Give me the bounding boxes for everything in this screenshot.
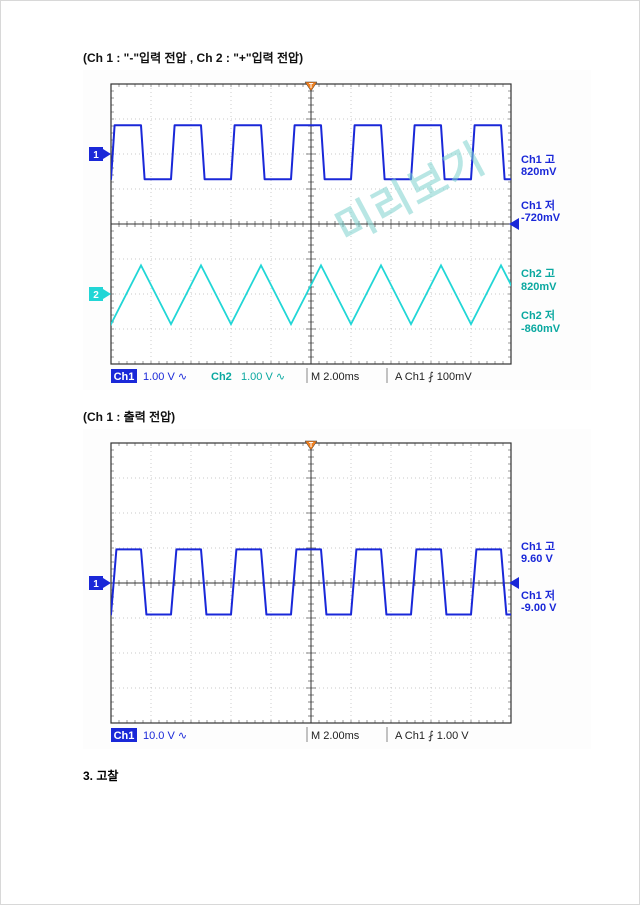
oscilloscope-1-wrap: T 1 2 Ch1 1.00 V ∿ Ch2 1.00 V ∿ M 2.00ms A Ch1 ⨏… [83, 70, 601, 390]
measurement-label: Ch1 저-9.00 V [521, 590, 556, 615]
svg-text:10.0 V ∿: 10.0 V ∿ [143, 730, 187, 742]
measurement-label: Ch1 저-720mV [521, 200, 560, 225]
svg-text:M 2.00ms: M 2.00ms [311, 730, 360, 742]
oscilloscope-chart-1: T 1 2 Ch1 1.00 V ∿ Ch2 1.00 V ∿ M 2.00ms A Ch1 ⨏… [83, 70, 591, 390]
measurement-label: Ch2 고820mV [521, 268, 556, 293]
svg-text:1: 1 [93, 579, 99, 590]
caption-chart2: (Ch 1 : 출력 전압) [83, 408, 601, 425]
svg-text:Ch2: Ch2 [211, 371, 232, 383]
measurement-label: Ch2 저-860mV [521, 310, 560, 335]
svg-text:1: 1 [93, 150, 99, 161]
svg-text:Ch1: Ch1 [114, 730, 135, 742]
svg-text:A Ch1 ⨏ 100mV: A Ch1 ⨏ 100mV [395, 371, 472, 383]
svg-text:1.00 V ∿: 1.00 V ∿ [241, 371, 285, 383]
svg-text:M 2.00ms: M 2.00ms [311, 371, 360, 383]
measurement-label: Ch1 고820mV [521, 154, 556, 179]
svg-text:Ch1: Ch1 [114, 371, 135, 383]
svg-text:1.00 V ∿: 1.00 V ∿ [143, 371, 187, 383]
svg-text:T: T [309, 442, 314, 449]
document-page: (Ch 1 : "-"입력 전압 , Ch 2 : "+"입력 전압) T 1 2 C… [0, 0, 640, 905]
section-heading: 3. 고찰 [83, 767, 601, 784]
svg-text:T: T [309, 83, 314, 90]
svg-text:2: 2 [93, 290, 99, 301]
measurement-label: Ch1 고9.60 V [521, 541, 555, 566]
svg-text:A Ch1 ⨏ 1.00 V: A Ch1 ⨏ 1.00 V [395, 730, 469, 742]
caption-chart1: (Ch 1 : "-"입력 전압 , Ch 2 : "+"입력 전압) [83, 49, 601, 66]
oscilloscope-2-wrap: T 1 Ch1 10.0 V ∿ M 2.00ms A Ch1 ⨏ 1.00 V Ch1 … [83, 429, 601, 749]
oscilloscope-chart-2: T 1 Ch1 10.0 V ∿ M 2.00ms A Ch1 ⨏ 1.00 V [83, 429, 591, 749]
